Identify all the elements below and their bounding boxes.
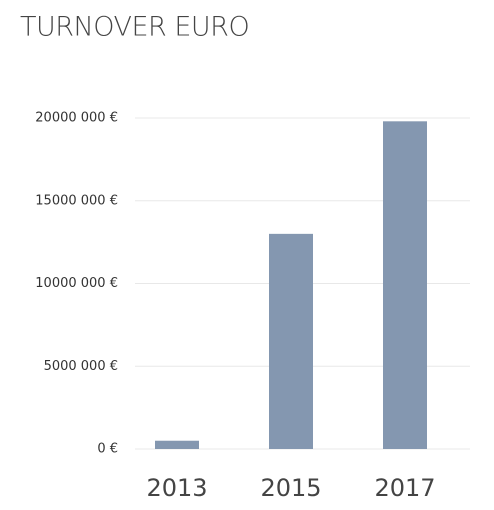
- y-tick-label: 10000 000 €: [35, 276, 118, 291]
- y-tick-label: 5000 000 €: [44, 359, 118, 374]
- x-tick-label: 2015: [260, 474, 321, 502]
- bar: [155, 440, 199, 449]
- bar: [269, 233, 313, 449]
- y-tick-label: 15000 000 €: [35, 193, 118, 208]
- y-tick-label: 0 €: [97, 442, 118, 457]
- bar: [383, 121, 427, 449]
- chart-title: TURNOVER EURO: [20, 12, 249, 43]
- x-tick-label: 2017: [374, 474, 435, 502]
- x-tick-label: 2013: [146, 474, 207, 502]
- y-tick-label: 20000 000 €: [35, 111, 118, 126]
